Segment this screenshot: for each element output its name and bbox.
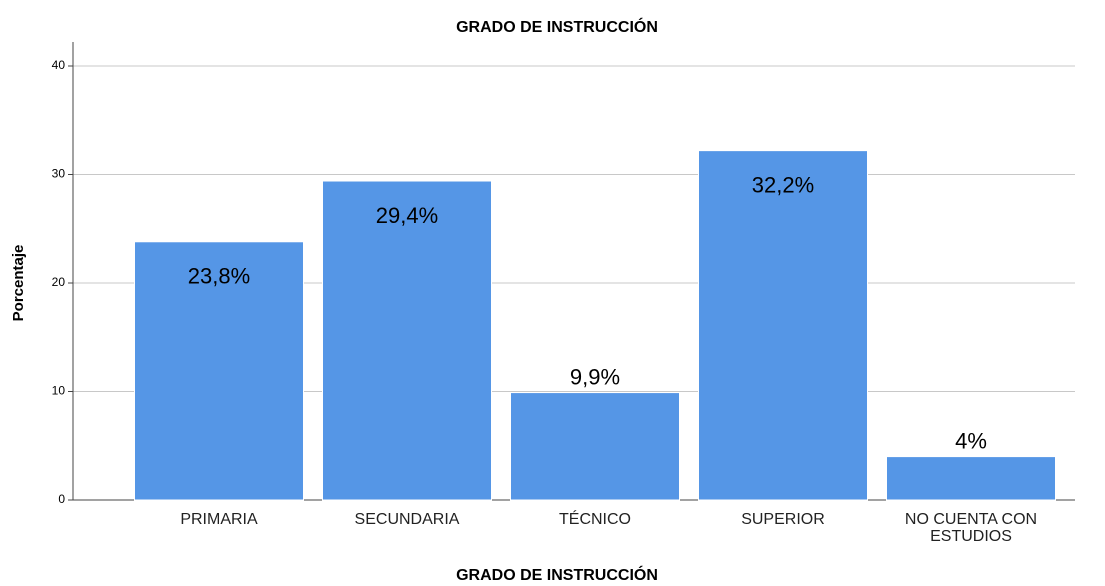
y-axis-label: Porcentaje — [10, 245, 27, 322]
x-tick-label: SUPERIOR — [741, 511, 825, 528]
y-tick-label: 20 — [52, 275, 66, 289]
data-label: 23,8% — [188, 264, 250, 289]
bar — [510, 392, 680, 501]
data-label: 9,9% — [570, 364, 620, 389]
bar — [322, 180, 492, 501]
data-label: 4% — [955, 428, 987, 453]
data-label: 29,4% — [376, 203, 438, 228]
chart-title: GRADO DE INSTRUCCIÓN — [456, 17, 658, 36]
x-tick-label: NO CUENTA CON ESTUDIOS — [904, 511, 1038, 545]
bar — [698, 150, 868, 501]
x-tick-label: TÉCNICO — [559, 511, 631, 528]
bar — [886, 456, 1056, 501]
y-tick-label: 0 — [58, 492, 65, 506]
bar — [134, 241, 304, 501]
x-axis-label: GRADO DE INSTRUCCIÓN — [456, 565, 658, 584]
data-label: 32,2% — [752, 172, 814, 197]
x-tick-label: PRIMARIA — [180, 511, 258, 528]
y-tick-label: 40 — [52, 58, 66, 72]
y-tick-label: 10 — [52, 384, 66, 398]
x-tick-label: SECUNDARIA — [354, 511, 460, 528]
y-tick-label: 30 — [52, 167, 66, 181]
